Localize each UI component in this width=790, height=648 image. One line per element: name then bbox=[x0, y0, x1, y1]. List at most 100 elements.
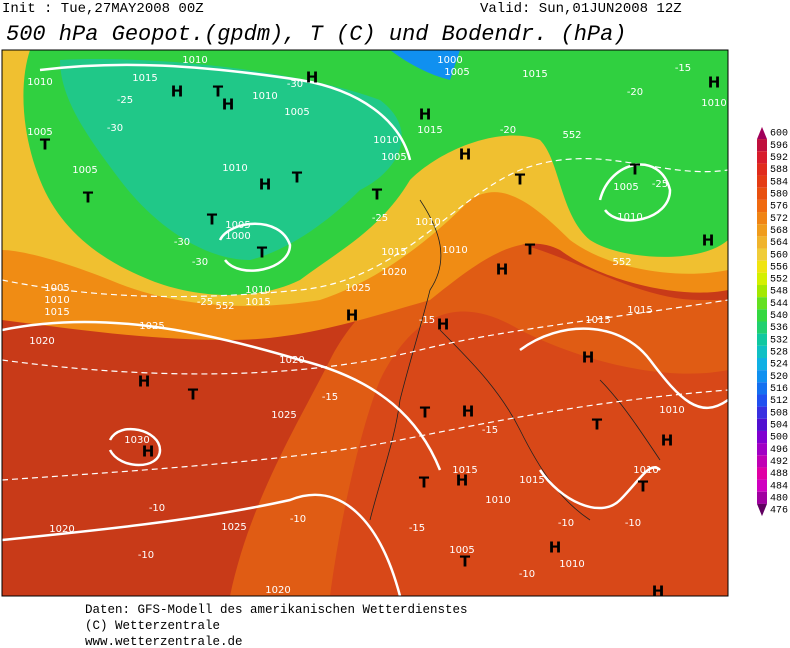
colorbar-swatch bbox=[757, 151, 767, 164]
contour-label: -15 bbox=[409, 523, 425, 534]
colorbar-label: 488 bbox=[770, 469, 788, 480]
contour-label: 1015 bbox=[627, 305, 652, 316]
pressure-center: H bbox=[222, 96, 235, 114]
contour-label: 1015 bbox=[522, 69, 547, 80]
colorbar-swatch bbox=[757, 126, 767, 140]
contour-label: 1010 bbox=[373, 135, 398, 146]
colorbar-swatch bbox=[757, 357, 767, 371]
contour-label: 1015 bbox=[44, 307, 69, 318]
colorbar-swatch bbox=[757, 418, 767, 431]
pressure-center: T bbox=[592, 416, 603, 434]
pressure-center: H bbox=[459, 146, 472, 164]
colorbar-swatch bbox=[757, 455, 767, 468]
colorbar-swatch bbox=[757, 285, 767, 298]
colorbar-label: 492 bbox=[770, 457, 788, 468]
contour-label: -25 bbox=[652, 179, 668, 190]
pressure-center: H bbox=[456, 472, 469, 490]
colorbar-label: 484 bbox=[770, 481, 788, 492]
colorbar-swatch bbox=[757, 139, 767, 152]
contour-label: 552 bbox=[562, 130, 581, 141]
contour-label: 1010 bbox=[27, 77, 52, 88]
contour-label: 1010 bbox=[559, 559, 584, 570]
contour-label: 1010 bbox=[659, 405, 684, 416]
colorbar-label: 588 bbox=[770, 165, 788, 176]
pressure-center: H bbox=[549, 539, 562, 557]
colorbar-swatch bbox=[757, 236, 767, 249]
pressure-center: H bbox=[142, 443, 155, 461]
contour-label: 1020 bbox=[29, 336, 54, 347]
contour-label: 552 bbox=[612, 257, 631, 268]
colorbar-label: 600 bbox=[770, 129, 788, 140]
contour-label: 1005 bbox=[444, 67, 469, 78]
contour-label: 1015 bbox=[519, 475, 544, 486]
pressure-center: H bbox=[582, 349, 595, 367]
init-time: Init : Tue,27MAY2008 00Z bbox=[2, 1, 204, 17]
colorbar-label: 576 bbox=[770, 202, 788, 213]
colorbar-label: 544 bbox=[770, 299, 788, 310]
colorbar-swatch bbox=[757, 321, 767, 334]
cold-core bbox=[60, 59, 402, 261]
colorbar-swatch bbox=[757, 187, 767, 200]
contour-label: 1015 bbox=[585, 315, 610, 326]
contour-label: -10 bbox=[625, 518, 641, 529]
colorbar-label: 536 bbox=[770, 323, 788, 334]
colorbar-swatch bbox=[757, 260, 767, 273]
colorbar-swatch bbox=[757, 175, 767, 188]
pressure-center: T bbox=[638, 478, 649, 496]
pressure-center: H bbox=[652, 583, 665, 601]
colorbar-swatch bbox=[757, 163, 767, 176]
pressure-center: T bbox=[188, 386, 199, 404]
contour-label: -10 bbox=[519, 569, 535, 580]
pressure-center: H bbox=[171, 83, 184, 101]
contour-label: 1015 bbox=[132, 73, 157, 84]
pressure-center: H bbox=[306, 69, 319, 87]
contour-label: 1000 bbox=[437, 55, 462, 66]
contour-label: -25 bbox=[117, 95, 133, 106]
colorbar-label: 548 bbox=[770, 287, 788, 298]
colorbar-label: 564 bbox=[770, 238, 788, 249]
colorbar-label: 532 bbox=[770, 335, 788, 346]
pressure-center: H bbox=[138, 373, 151, 391]
colorbar-label: 572 bbox=[770, 214, 788, 225]
contour-label: -25 bbox=[197, 297, 213, 308]
contour-label: 1020 bbox=[265, 585, 290, 596]
contour-label: -10 bbox=[138, 550, 154, 561]
contour-label: 1030 bbox=[124, 435, 149, 446]
pressure-center: T bbox=[257, 244, 268, 262]
colorbar: 6005965925885845805765725685645605565525… bbox=[757, 126, 788, 517]
colorbar-swatch bbox=[757, 212, 767, 225]
contour-label: 1010 bbox=[252, 91, 277, 102]
colorbar-label: 508 bbox=[770, 408, 788, 419]
colorbar-swatch bbox=[757, 297, 767, 310]
pressure-center: T bbox=[460, 553, 471, 571]
footer-line: (C) Wetterzentrale bbox=[85, 619, 220, 633]
pressure-center: T bbox=[515, 171, 526, 189]
pressure-center: T bbox=[213, 83, 224, 101]
colorbar-swatch bbox=[757, 309, 767, 322]
contour-label: 552 bbox=[215, 301, 234, 312]
contour-label: 1005 bbox=[27, 127, 52, 138]
contour-label: 1010 bbox=[485, 495, 510, 506]
warm-zone bbox=[330, 311, 728, 596]
pressure-center: H bbox=[496, 261, 509, 279]
pressure-center: H bbox=[462, 403, 475, 421]
contour-label: -20 bbox=[500, 125, 516, 136]
contour-label: 1005 bbox=[449, 545, 474, 556]
pressure-center: H bbox=[708, 74, 721, 92]
contour-label: -15 bbox=[675, 63, 691, 74]
contour-label: -30 bbox=[174, 237, 190, 248]
contour-label: 1025 bbox=[345, 283, 370, 294]
colorbar-swatch bbox=[757, 443, 767, 456]
colorbar-label: 580 bbox=[770, 189, 788, 200]
contour-label: 1010 bbox=[245, 285, 270, 296]
colorbar-label: 476 bbox=[770, 506, 788, 517]
map-frame bbox=[1, 49, 729, 597]
colorbar-label: 496 bbox=[770, 445, 788, 456]
cold-core bbox=[390, 50, 460, 80]
contour-label: 1005 bbox=[381, 152, 406, 163]
contour-label: 1005 bbox=[225, 220, 250, 231]
contour-label: -15 bbox=[482, 425, 498, 436]
contour-label: 1005 bbox=[72, 165, 97, 176]
